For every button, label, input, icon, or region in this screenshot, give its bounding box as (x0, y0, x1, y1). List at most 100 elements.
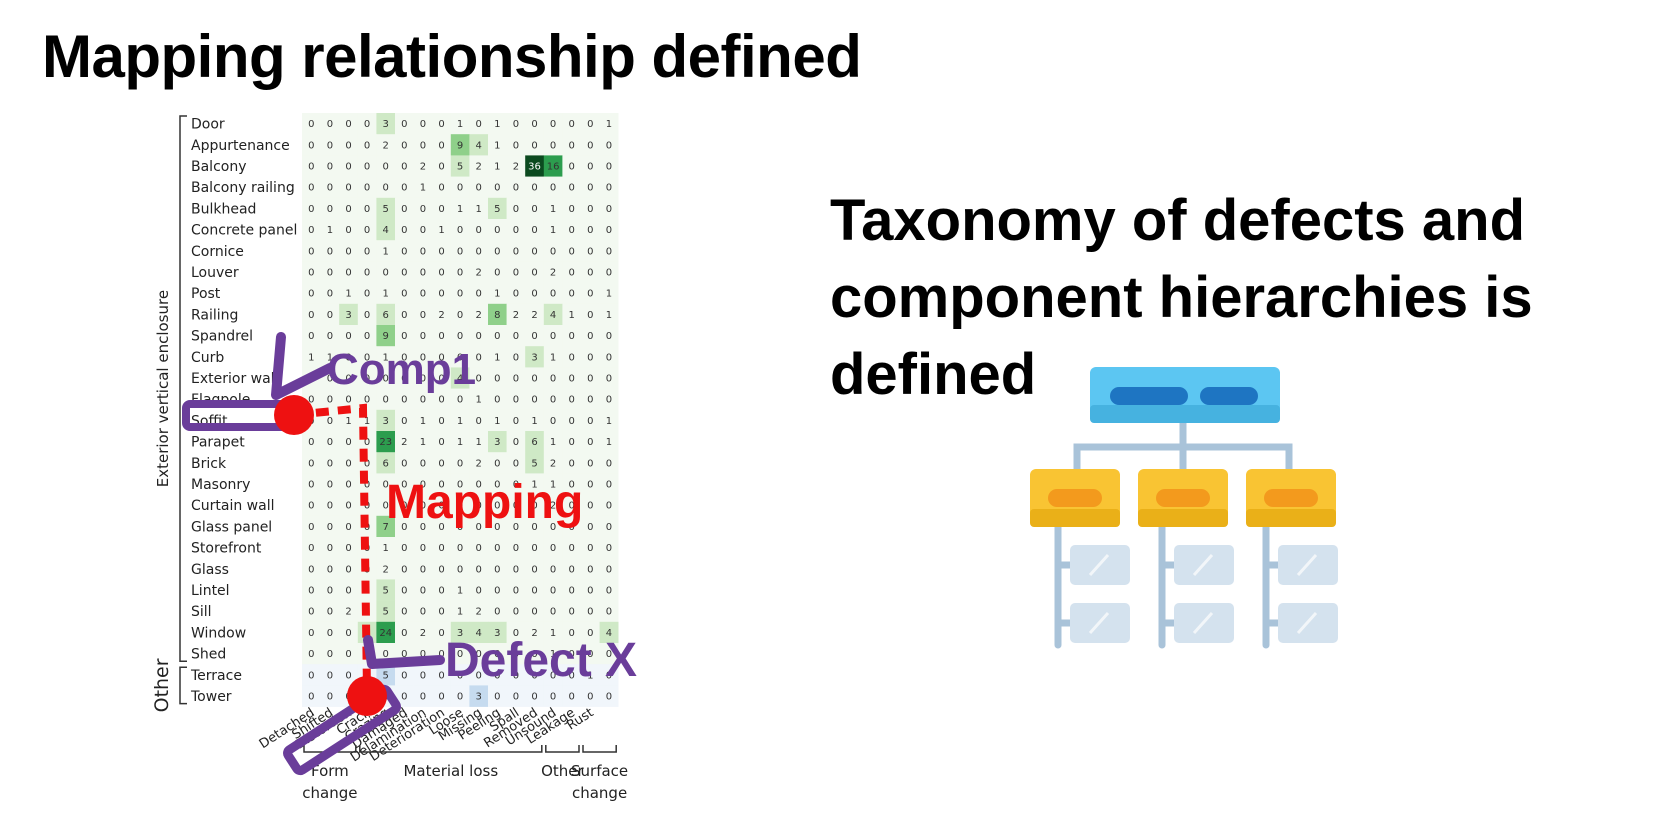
heatmap-cell (488, 346, 507, 368)
heatmap-cell (562, 367, 582, 389)
x-group-label: Form (311, 762, 349, 780)
heatmap-cell-value: 0 (327, 162, 333, 173)
heatmap-cell (302, 155, 321, 177)
mid-node-2 (1138, 469, 1228, 527)
heatmap-cell (357, 346, 377, 368)
heatmap-cell-value: 0 (308, 225, 314, 236)
heatmap-cell (357, 134, 377, 156)
heatmap-cell-value: 1 (383, 246, 389, 257)
heatmap-cell (562, 346, 582, 368)
x-group-label: Surface (571, 762, 628, 780)
heatmap-cell (413, 303, 433, 326)
heatmap-cell-value: 0 (438, 289, 444, 300)
heatmap-cell-value: 0 (308, 692, 314, 703)
heatmap-cell (543, 600, 563, 623)
row-label: Lintel (191, 583, 230, 599)
taxonomy-line-3: defined (830, 342, 1037, 407)
heatmap-cell (432, 621, 452, 644)
heatmap-cell-value: 4 (457, 374, 463, 385)
heatmap-cell (395, 431, 414, 453)
heatmap-cell-value: 0 (438, 395, 444, 406)
heatmap-cell (450, 515, 470, 538)
heatmap-cell (395, 261, 414, 283)
heatmap-cell-value: 0 (420, 352, 426, 363)
heatmap-cell-value: 2 (550, 501, 556, 512)
heatmap-cell (432, 537, 452, 559)
y-group-bracket (179, 666, 187, 705)
heatmap-cell-value: 0 (420, 374, 426, 385)
heatmap-cell-value: 0 (401, 543, 407, 554)
heatmap-cell (562, 579, 582, 601)
heatmap-cell-value: 0 (383, 268, 389, 279)
heatmap-cell-value: 0 (531, 140, 537, 151)
heatmap-cell (543, 176, 563, 199)
heatmap-cell (506, 155, 526, 177)
heatmap-cell (525, 452, 545, 474)
heatmap-cell-value: 0 (420, 268, 426, 279)
heatmap-cell (599, 240, 619, 262)
heatmap-cell-value: 0 (587, 564, 593, 575)
heatmap-cell (581, 134, 600, 156)
heatmap-cell-value: 0 (569, 268, 575, 279)
heatmap-cell-value: 0 (531, 225, 537, 236)
heatmap-cell-value: 0 (438, 437, 444, 448)
heatmap-cell-value: 0 (550, 331, 556, 342)
heatmap-cell (450, 155, 470, 177)
heatmap-cell (506, 664, 526, 686)
heatmap-cell-value: 1 (457, 119, 463, 130)
heatmap-cell (395, 685, 414, 707)
heatmap-cell-value: 5 (383, 670, 389, 681)
heatmap-cell (581, 452, 600, 474)
heatmap-cell-value: 0 (364, 268, 370, 279)
heatmap-cell-value: 0 (364, 480, 370, 491)
heatmap-cell-value: 0 (569, 416, 575, 427)
heatmap-cell (395, 452, 414, 474)
heatmap-cell-value: 0 (457, 246, 463, 257)
heatmap-cell (450, 388, 470, 411)
heatmap-cell-value: 0 (401, 289, 407, 300)
heatmap-cell-value: 0 (420, 480, 426, 491)
heatmap-cell-value: 0 (401, 246, 407, 257)
heatmap-cell (488, 621, 507, 644)
heatmap-cell-value: 0 (401, 374, 407, 385)
heatmap-cell-value: 0 (494, 225, 500, 236)
heatmap-cell-value: 0 (494, 183, 500, 194)
heatmap-cell-value: 0 (345, 352, 351, 363)
heatmap-cell (506, 685, 526, 707)
heatmap-cell (469, 664, 489, 686)
heatmap-cell-value: 1 (606, 310, 612, 321)
heatmap-cell (450, 134, 470, 156)
heatmap-cell (339, 621, 359, 644)
heatmap-cell (450, 197, 470, 220)
heatmap-cell-value: 0 (550, 586, 556, 597)
heatmap-cell-value: 1 (494, 352, 500, 363)
heatmap-cell (543, 515, 563, 538)
heatmap-cell-value: 0 (457, 310, 463, 321)
row-label: Door (191, 117, 225, 133)
heatmap-cell (562, 431, 582, 453)
heatmap-cell (302, 664, 321, 686)
heatmap-cell (525, 664, 545, 686)
heatmap-cell-value: 0 (457, 692, 463, 703)
heatmap-cell-value: 0 (438, 162, 444, 173)
heatmap-cell (432, 219, 452, 241)
distortion-column-highlight (283, 684, 402, 776)
heatmap-cell-value: 0 (308, 140, 314, 151)
heatmap-cell-value: 0 (345, 501, 351, 512)
heatmap-cell-value: 0 (401, 119, 407, 130)
heatmap-cell-value: 24 (379, 628, 392, 639)
heatmap-cell (525, 579, 545, 601)
heatmap-cell-value: 0 (569, 331, 575, 342)
heatmap-cell (488, 494, 507, 517)
heatmap-cell (432, 452, 452, 474)
heatmap-cell (413, 515, 433, 538)
heatmap-cell-value: 0 (494, 586, 500, 597)
heatmap-cell-value: 0 (327, 437, 333, 448)
heatmap-cell-value: 0 (438, 670, 444, 681)
heatmap-cell-value: 0 (364, 374, 370, 385)
heatmap-cell-value: 3 (345, 310, 351, 321)
heatmap-cell (581, 621, 600, 644)
heatmap-cell-value: 0 (401, 607, 407, 618)
heatmap-cell-value: 0 (308, 458, 314, 469)
